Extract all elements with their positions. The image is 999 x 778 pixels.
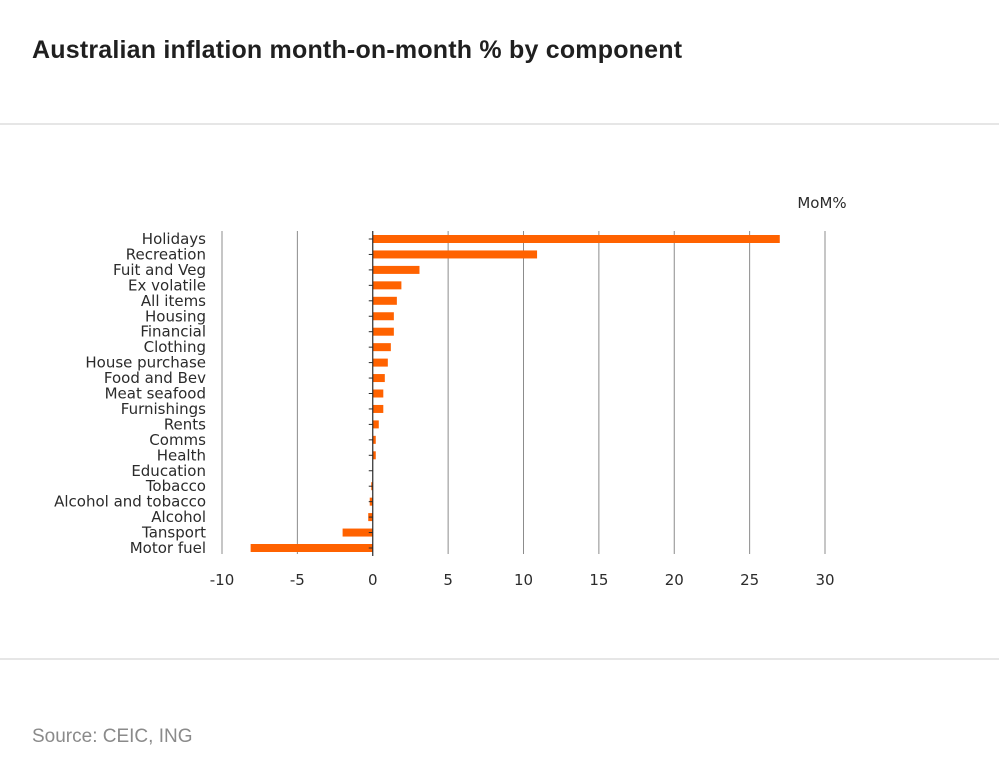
bar [372,281,402,290]
bar [372,327,394,336]
bar [372,420,379,429]
category-label: Clothing [144,338,206,356]
category-label: All items [141,292,206,310]
bar [372,451,376,460]
category-label: Alcohol [151,508,206,526]
category-label: Tobacco [145,477,206,495]
category-label: Ex volatile [128,276,206,294]
gridlines [221,231,826,554]
bottom-divider [0,658,999,660]
category-label: Recreation [126,245,206,263]
category-label: Furnishings [121,400,206,418]
bar [372,435,376,444]
bars [250,235,780,552]
category-label: Alcohol and tobacco [54,493,206,511]
category-label: Education [131,462,206,480]
category-label: Health [157,446,206,464]
category-label: House purchase [85,354,206,372]
bar [372,296,397,305]
zero-axis [368,231,374,556]
bar [342,528,373,537]
category-label: Meat seafood [105,385,206,403]
x-tick-label: -5 [290,571,305,589]
x-tick-label: 30 [815,571,834,589]
bar [372,250,538,259]
category-label: Financial [140,323,206,341]
top-divider [0,123,999,125]
bar [250,544,373,552]
unit-label: MoM% [797,194,846,212]
category-label: Housing [145,307,206,325]
x-tick-label: 20 [665,571,684,589]
category-label: Tansport [141,524,206,542]
category-label: Comms [149,431,206,449]
bar [372,235,780,243]
x-tick-label: 0 [368,571,378,589]
x-tick-labels: -10 -5 0 5 10 15 20 25 30 [210,571,835,589]
bar [372,404,384,413]
x-tick-label: 15 [589,571,608,589]
category-label: Food and Bev [104,369,206,387]
bar [372,343,391,352]
category-label: Holidays [142,230,206,248]
category-label: Rents [164,415,206,433]
category-label: Fuit and Veg [113,261,206,279]
x-tick-label: 5 [443,571,453,589]
category-label: Motor fuel [130,539,206,557]
bar [372,312,394,321]
x-tick-label: -10 [210,571,235,589]
bar [372,374,385,383]
source-note: Source: CEIC, ING [32,726,193,747]
bar [372,389,384,398]
bar [372,265,420,274]
bar [372,358,388,367]
chart-title: Australian inflation month-on-month % by… [32,36,683,64]
x-tick-label: 25 [740,571,759,589]
x-tick-label: 10 [514,571,533,589]
